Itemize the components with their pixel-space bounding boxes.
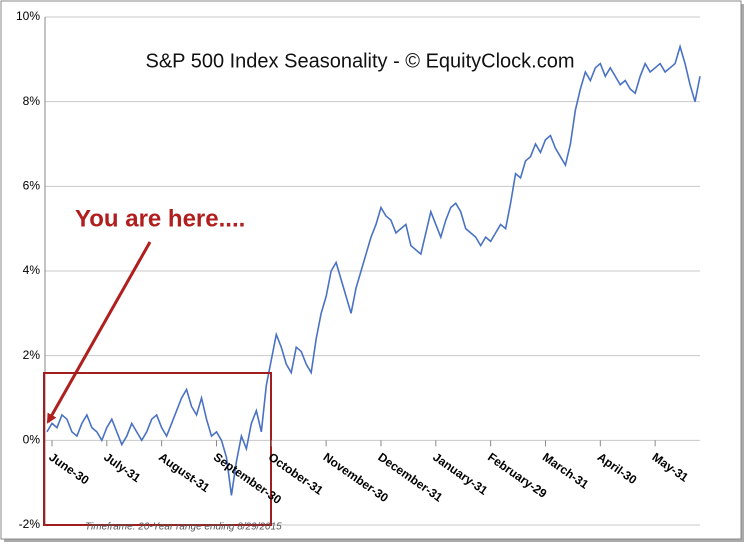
highlight-box <box>43 372 272 526</box>
chart-title: S&P 500 Index Seasonality - © EquityCloc… <box>145 50 574 72</box>
annotation: You are here.... <box>75 205 245 232</box>
y-tick-label: -2% <box>19 517 41 531</box>
arrow <box>46 241 152 424</box>
y-tick-label: 0% <box>23 433 41 447</box>
y-tick-label: 8% <box>23 94 41 108</box>
frame <box>0 0 742 540</box>
series-line <box>46 43 701 496</box>
y-tick-label: 4% <box>23 263 41 277</box>
y-tick-label: 2% <box>23 348 41 362</box>
footnote: Timeframe: 20-Year range ending 8/29/201… <box>85 522 282 533</box>
y-tick-label: 6% <box>23 179 41 193</box>
y-tick-label: 10% <box>16 9 40 23</box>
